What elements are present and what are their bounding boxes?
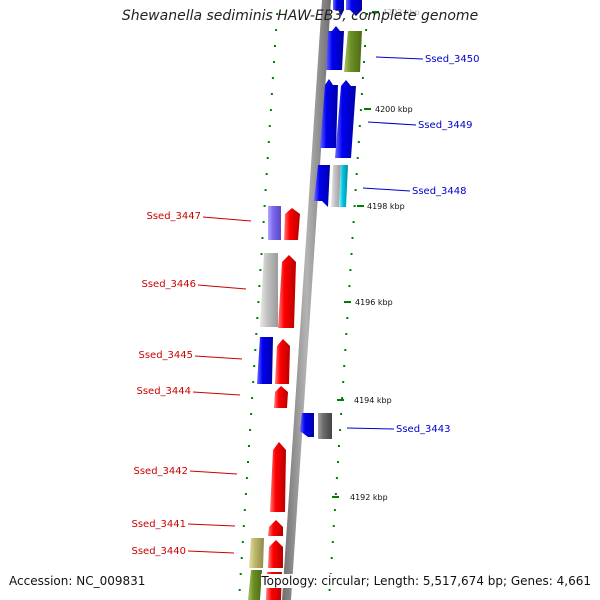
kbp-label-4196: 4196 kbp xyxy=(355,298,393,307)
gene-arrow-ssed-3448 xyxy=(339,165,348,207)
gene-label-ssed-3443: Ssed_3443 xyxy=(396,424,451,435)
kbp-marker-4202: 4202 kbp xyxy=(372,8,420,17)
tick-track-left xyxy=(238,13,279,591)
kbp-marker-4200: 4200 kbp xyxy=(364,105,413,114)
gene-arrow-ssed-3448a xyxy=(314,165,330,207)
gene-arrow-ssed-3444 xyxy=(274,386,288,408)
gene-label-ssed-3442: Ssed_3442 xyxy=(133,466,188,477)
gene-arrow-ssed-3449 xyxy=(335,80,356,158)
gene-arrow-top-partial-2 xyxy=(346,0,362,16)
tick-track-right xyxy=(328,13,369,591)
gene-arrow-ssed-3440a xyxy=(249,538,264,568)
gene-arrow-ssed-3447a xyxy=(268,206,281,240)
gene-arrow-ssed-3446a xyxy=(260,253,278,327)
gene-arrow-ssed-3450 xyxy=(344,31,362,72)
accession-text: Accession: NC_009831 xyxy=(9,574,146,588)
kbp-marker-4194: 4194 kbp xyxy=(337,396,392,405)
gene-label-ssed-3449: Ssed_3449 xyxy=(418,120,473,131)
gene-label-group-ssed-3441: Ssed_3441 xyxy=(131,519,236,530)
gene-label-ssed-3441: Ssed_3441 xyxy=(131,519,186,530)
kbp-marker-4198: 4198 kbp xyxy=(357,202,405,211)
gene-label-group-ssed-3445: Ssed_3445 xyxy=(138,350,243,361)
kbp-label-4192: 4192 kbp xyxy=(350,493,388,502)
gene-label-group-ssed-3446: Ssed_3446 xyxy=(141,279,247,290)
kbp-marker-4192: 4192 kbp xyxy=(332,493,388,502)
gene-label-group-ssed-3444: Ssed_3444 xyxy=(136,386,241,397)
gene-label-ssed-3444: Ssed_3444 xyxy=(136,386,191,397)
gene-label-ssed-3446: Ssed_3446 xyxy=(141,279,196,290)
gene-label-ssed-3447: Ssed_3447 xyxy=(146,211,201,222)
page-title: Shewanella sediminis HAW-EB3, complete g… xyxy=(121,8,479,24)
gene-label-group-ssed-3443: Ssed_3443 xyxy=(346,424,451,435)
gene-arrow-ssed-3440 xyxy=(268,540,283,568)
gene-label-group-ssed-3450: Ssed_3450 xyxy=(375,54,480,65)
gene-label-ssed-3448: Ssed_3448 xyxy=(412,186,467,197)
gene-arrow-ssed-3447 xyxy=(284,208,300,240)
gene-arrow-ssed-3446 xyxy=(278,255,296,328)
gene-label-group-ssed-3449: Ssed_3449 xyxy=(367,120,473,131)
gene-label-ssed-3450: Ssed_3450 xyxy=(425,54,480,65)
gene-arrow-ssed-3450a xyxy=(326,26,344,70)
gene-arrow-ssed-3445a xyxy=(257,337,273,384)
gene-label-group-ssed-3447: Ssed_3447 xyxy=(146,211,252,222)
gene-arrow-bottom-partial xyxy=(248,570,262,600)
gene-arrow-ssed-3443 xyxy=(318,413,332,439)
kbp-label-4202: 4202 kbp xyxy=(382,8,420,17)
gene-arrow-top-partial xyxy=(333,0,344,16)
kbp-label-4200: 4200 kbp xyxy=(375,105,413,114)
gene-label-ssed-3440: Ssed_3440 xyxy=(131,546,186,557)
gene-arrow-ssed-3448b xyxy=(331,165,341,207)
gene-label-group-ssed-3440: Ssed_3440 xyxy=(131,546,235,557)
topology-text: Topology: circular; Length: 5,517,674 bp… xyxy=(261,574,591,588)
gene-arrow-ssed-3441 xyxy=(268,520,283,536)
kbp-label-4194: 4194 kbp xyxy=(354,396,392,405)
gene-arrow-ssed-3442 xyxy=(270,442,286,512)
gene-arrow-ssed-3443a xyxy=(300,413,314,437)
gene-label-group-ssed-3448: Ssed_3448 xyxy=(362,186,467,197)
gene-label-ssed-3445: Ssed_3445 xyxy=(138,350,193,361)
genome-backbone xyxy=(282,0,331,600)
gene-arrow-ssed-3449a xyxy=(320,79,338,148)
gene-arrow-ssed-3445 xyxy=(275,339,290,384)
kbp-marker-4196: 4196 kbp xyxy=(344,298,393,307)
kbp-label-4198: 4198 kbp xyxy=(367,202,405,211)
gene-label-group-ssed-3442: Ssed_3442 xyxy=(133,466,238,477)
